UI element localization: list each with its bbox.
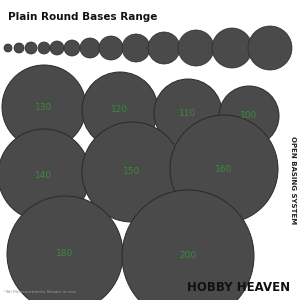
Circle shape bbox=[80, 38, 100, 58]
Text: 100: 100 bbox=[240, 112, 258, 121]
Circle shape bbox=[170, 115, 278, 223]
Circle shape bbox=[25, 42, 37, 54]
Circle shape bbox=[122, 190, 254, 300]
Text: 110: 110 bbox=[179, 109, 197, 118]
Circle shape bbox=[99, 36, 123, 60]
Circle shape bbox=[154, 79, 222, 147]
Circle shape bbox=[14, 43, 24, 53]
Text: OPEN BASING SYSTEM: OPEN BASING SYSTEM bbox=[290, 136, 296, 224]
Circle shape bbox=[82, 72, 158, 148]
Text: 120: 120 bbox=[111, 106, 129, 115]
Text: Plain Round Bases Range: Plain Round Bases Range bbox=[8, 12, 158, 22]
Text: 150: 150 bbox=[123, 167, 141, 176]
Circle shape bbox=[148, 32, 180, 64]
Text: 180: 180 bbox=[56, 250, 74, 259]
Circle shape bbox=[4, 44, 12, 52]
Text: 140: 140 bbox=[35, 170, 52, 179]
Text: 130: 130 bbox=[35, 103, 52, 112]
Circle shape bbox=[212, 28, 252, 68]
Circle shape bbox=[219, 86, 279, 146]
Circle shape bbox=[122, 34, 150, 62]
Circle shape bbox=[2, 65, 86, 149]
Text: 160: 160 bbox=[215, 164, 232, 173]
Circle shape bbox=[82, 122, 182, 222]
Circle shape bbox=[0, 129, 90, 221]
Circle shape bbox=[7, 196, 123, 300]
Circle shape bbox=[50, 41, 64, 55]
Circle shape bbox=[38, 42, 50, 54]
Text: HOBBY HEAVEN: HOBBY HEAVEN bbox=[187, 281, 290, 294]
Text: *All Measurements Shown in mm: *All Measurements Shown in mm bbox=[4, 290, 76, 294]
Circle shape bbox=[248, 26, 292, 70]
Circle shape bbox=[64, 40, 80, 56]
Text: 200: 200 bbox=[179, 251, 197, 260]
Circle shape bbox=[178, 30, 214, 66]
